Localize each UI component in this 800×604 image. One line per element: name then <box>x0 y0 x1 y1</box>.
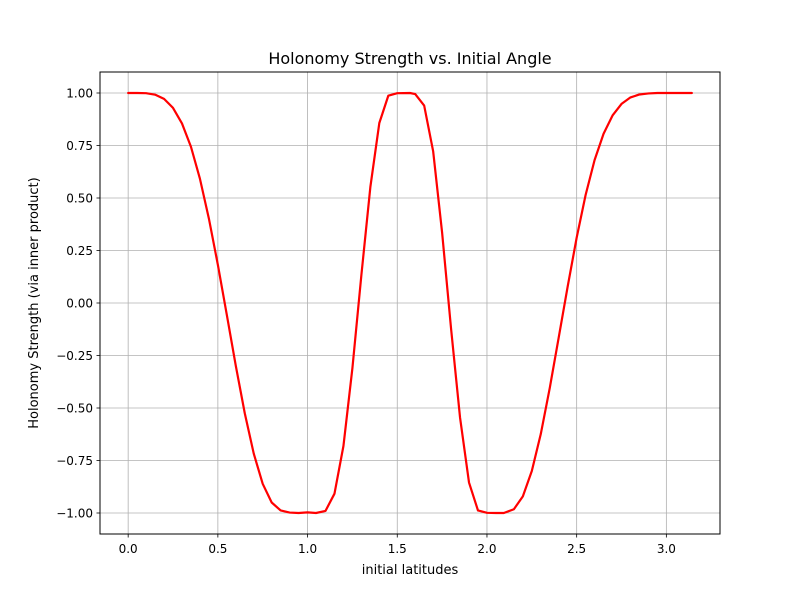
y-tick-label: 0.75 <box>66 139 93 153</box>
series-line <box>127 91 693 515</box>
grid-lines <box>100 72 720 534</box>
axis-ticks: 0.0 0.5 1.0 1.5 2.0 2.5 3.0 −1.00 −0.75 −0.50 −0.2… <box>56 86 676 556</box>
y-tick-label: −1.00 <box>56 506 93 520</box>
y-tick-label: 1.00 <box>66 86 93 100</box>
x-tick-label: 0.5 <box>208 542 227 556</box>
x-tick-label: 1.0 <box>298 542 317 556</box>
x-tick-label: 0.0 <box>119 542 138 556</box>
y-tick-label: 0.25 <box>66 244 93 258</box>
x-tick-label: 2.0 <box>477 542 496 556</box>
y-axis-label: Holonomy Strength (via inner product) <box>27 177 42 428</box>
y-tick-label: −0.25 <box>56 349 93 363</box>
x-tick-label: 1.5 <box>388 542 407 556</box>
y-tick-label: 0.50 <box>66 191 93 205</box>
x-tick-label: 3.0 <box>657 542 676 556</box>
x-axis-label: initial latitudes <box>362 563 459 578</box>
chart-title: Holonomy Strength vs. Initial Angle <box>268 49 551 68</box>
plot-area <box>127 91 693 515</box>
y-tick-label: 0.00 <box>66 296 93 310</box>
y-tick-label: −0.75 <box>56 454 93 468</box>
x-tick-label: 2.5 <box>567 542 586 556</box>
y-tick-label: −0.50 <box>56 401 93 415</box>
